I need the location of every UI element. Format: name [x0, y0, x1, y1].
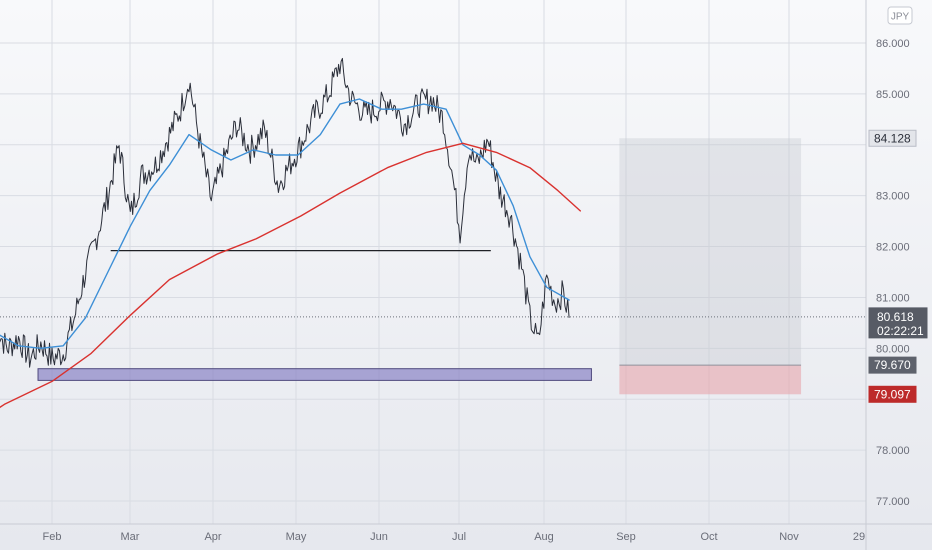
time-tick-label: Nov [779, 531, 799, 543]
price-label-badge [868, 129, 917, 147]
price-tick-label: 86.000 [876, 38, 910, 50]
currency-badge: JPY [887, 6, 913, 25]
price-label-text: 84.128 [874, 131, 911, 145]
time-tick-label: 29 [853, 531, 865, 543]
price-tick-label: 83.000 [876, 191, 910, 203]
price-tick-label: 82.000 [876, 242, 910, 254]
candle-countdown-text: 02:22:21 [877, 324, 924, 338]
moving-average-long-line[interactable] [0, 142, 581, 430]
price-label-badge [868, 385, 917, 403]
grid [0, 0, 866, 524]
price-tick-label: 80.000 [876, 343, 910, 355]
position-stop-zone[interactable] [619, 365, 802, 395]
currency-label: JPY [891, 12, 910, 23]
time-tick-label: Mar [121, 531, 140, 543]
price-label-text: 79.670 [874, 358, 911, 372]
price-label-text: 79.097 [874, 387, 911, 401]
price-tick-label: 85.000 [876, 89, 910, 101]
price-tick-label: 77.000 [876, 496, 910, 508]
price-tick-label: 81.000 [876, 292, 910, 304]
time-tick-label: Apr [204, 531, 221, 543]
price-label-badge [868, 356, 917, 374]
price-series-line[interactable] [0, 57, 570, 368]
time-tick-label: Feb [43, 531, 62, 543]
time-axis: Feb Mar Apr May Jun Jul Aug Sep Oct Nov 29 [43, 531, 866, 543]
price-tick-label: 78.000 [876, 445, 910, 457]
position-target-zone[interactable] [619, 138, 802, 366]
time-tick-label: Oct [700, 531, 717, 543]
time-tick-label: May [286, 531, 307, 543]
time-tick-label: Jul [452, 531, 466, 543]
plot-area [0, 57, 866, 430]
time-tick-label: Sep [616, 531, 636, 543]
support-zone-rectangle[interactable] [37, 368, 592, 381]
moving-average-short-line[interactable] [0, 98, 570, 349]
current-price-badge [868, 307, 928, 339]
time-tick-label: Aug [534, 531, 554, 543]
current-price-text: 80.618 [877, 310, 914, 324]
time-tick-label: Jun [370, 531, 388, 543]
price-axis: 86.000 85.000 83.000 82.000 81.000 80.000 78.0… [876, 38, 910, 508]
